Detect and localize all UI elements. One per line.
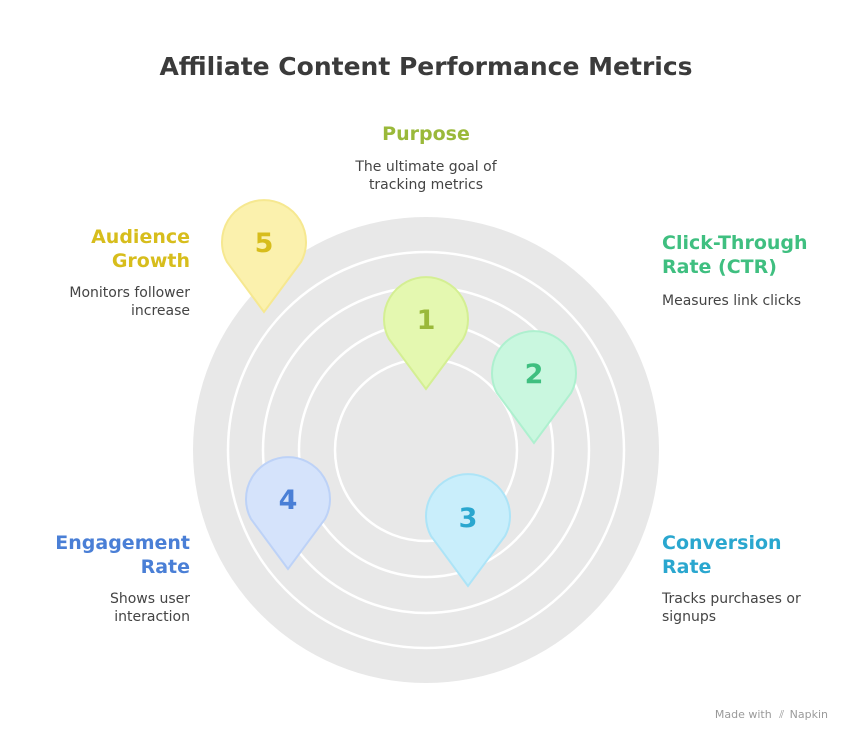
ctr-label-line-2: Rate (CTR) <box>662 256 777 278</box>
audience-label-line-1: Audience <box>91 226 190 248</box>
conversion-rate-description: Tracks purchases or signups <box>662 590 842 626</box>
pin-number-5: 5 <box>255 228 274 259</box>
ctr-desc-line-1: Measures link clicks <box>662 293 802 309</box>
purpose-desc-line-2: tracking metrics <box>368 177 484 193</box>
engagement-label-line-1: Engagement <box>55 532 190 554</box>
purpose-description: The ultimate goal of tracking metrics <box>296 158 556 194</box>
made-with-text: Made with <box>714 708 772 721</box>
ring-outer <box>226 250 626 650</box>
pin-number-3: 3 <box>459 503 478 534</box>
diagram-title: Affiliate Content Performance Metrics <box>159 52 693 81</box>
napkin-logo-icon: ⫽ <box>779 708 785 721</box>
pin-number-2: 2 <box>525 359 544 390</box>
pin-conversion-rate: 3 <box>425 473 511 588</box>
conversion-label-line-1: Conversion <box>662 532 782 554</box>
conversion-desc-line-2: signups <box>662 609 716 625</box>
engagement-desc-line-2: interaction <box>114 609 190 625</box>
made-with-napkin-watermark: Made with ⫽ Napkin <box>715 708 828 722</box>
ctr-label: Click-Through Rate (CTR) <box>662 231 842 279</box>
audience-desc-line-2: increase <box>130 303 190 319</box>
audience-growth-description: Monitors follower increase <box>20 284 190 320</box>
pin-number-1: 1 <box>417 305 436 336</box>
pin-click-through-rate: 2 <box>491 330 577 445</box>
pin-audience-growth: 5 <box>221 199 307 314</box>
engagement-desc-line-1: Shows user <box>109 591 190 607</box>
conversion-rate-label: Conversion Rate <box>662 531 842 579</box>
audience-desc-line-1: Monitors follower <box>69 285 190 301</box>
purpose-label: Purpose <box>382 123 470 145</box>
purpose-desc-line-1: The ultimate goal of <box>355 159 497 175</box>
engagement-rate-label: Engagement Rate <box>30 531 190 579</box>
engagement-rate-description: Shows user interaction <box>40 590 190 626</box>
ctr-description: Measures link clicks <box>662 292 842 310</box>
audience-label-line-2: Growth <box>111 250 190 272</box>
ctr-label-line-1: Click-Through <box>662 232 808 254</box>
napkin-brand-text: Napkin <box>789 708 828 721</box>
conversion-label-line-2: Rate <box>662 556 712 578</box>
audience-growth-label: Audience Growth <box>40 225 190 273</box>
pin-purpose-center: 1 <box>383 276 469 391</box>
conversion-desc-line-1: Tracks purchases or <box>662 591 801 607</box>
pin-engagement-rate: 4 <box>245 456 331 571</box>
engagement-label-line-2: Rate <box>140 556 190 578</box>
pin-number-4: 4 <box>279 485 298 516</box>
